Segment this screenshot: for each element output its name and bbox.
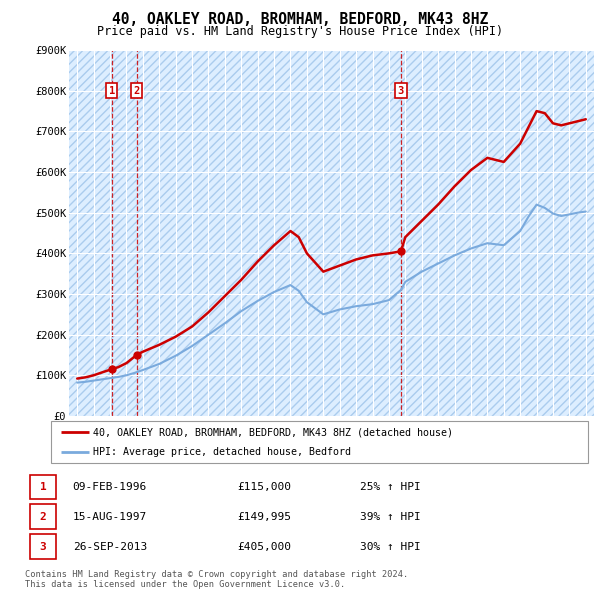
Text: 40, OAKLEY ROAD, BROMHAM, BEDFORD, MK43 8HZ (detached house): 40, OAKLEY ROAD, BROMHAM, BEDFORD, MK43 … xyxy=(93,427,453,437)
Text: Contains HM Land Registry data © Crown copyright and database right 2024.
This d: Contains HM Land Registry data © Crown c… xyxy=(25,570,409,589)
Text: £405,000: £405,000 xyxy=(237,542,291,552)
Text: Price paid vs. HM Land Registry's House Price Index (HPI): Price paid vs. HM Land Registry's House … xyxy=(97,25,503,38)
Text: 26-SEP-2013: 26-SEP-2013 xyxy=(73,542,147,552)
Text: 1: 1 xyxy=(109,86,115,96)
Text: 2: 2 xyxy=(40,512,46,522)
Text: £149,995: £149,995 xyxy=(237,512,291,522)
Text: 2: 2 xyxy=(133,86,140,96)
Bar xyxy=(29,475,56,500)
Text: HPI: Average price, detached house, Bedford: HPI: Average price, detached house, Bedf… xyxy=(93,447,351,457)
Text: 40, OAKLEY ROAD, BROMHAM, BEDFORD, MK43 8HZ: 40, OAKLEY ROAD, BROMHAM, BEDFORD, MK43 … xyxy=(112,12,488,27)
Text: 15-AUG-1997: 15-AUG-1997 xyxy=(73,512,147,522)
Text: 39% ↑ HPI: 39% ↑ HPI xyxy=(360,512,421,522)
Text: £115,000: £115,000 xyxy=(237,482,291,492)
Text: 3: 3 xyxy=(40,542,46,552)
Text: 1: 1 xyxy=(40,482,46,492)
Bar xyxy=(29,504,56,529)
Text: 3: 3 xyxy=(398,86,404,96)
Text: 09-FEB-1996: 09-FEB-1996 xyxy=(73,482,147,492)
Text: 25% ↑ HPI: 25% ↑ HPI xyxy=(360,482,421,492)
Bar xyxy=(29,534,56,559)
Text: 30% ↑ HPI: 30% ↑ HPI xyxy=(360,542,421,552)
